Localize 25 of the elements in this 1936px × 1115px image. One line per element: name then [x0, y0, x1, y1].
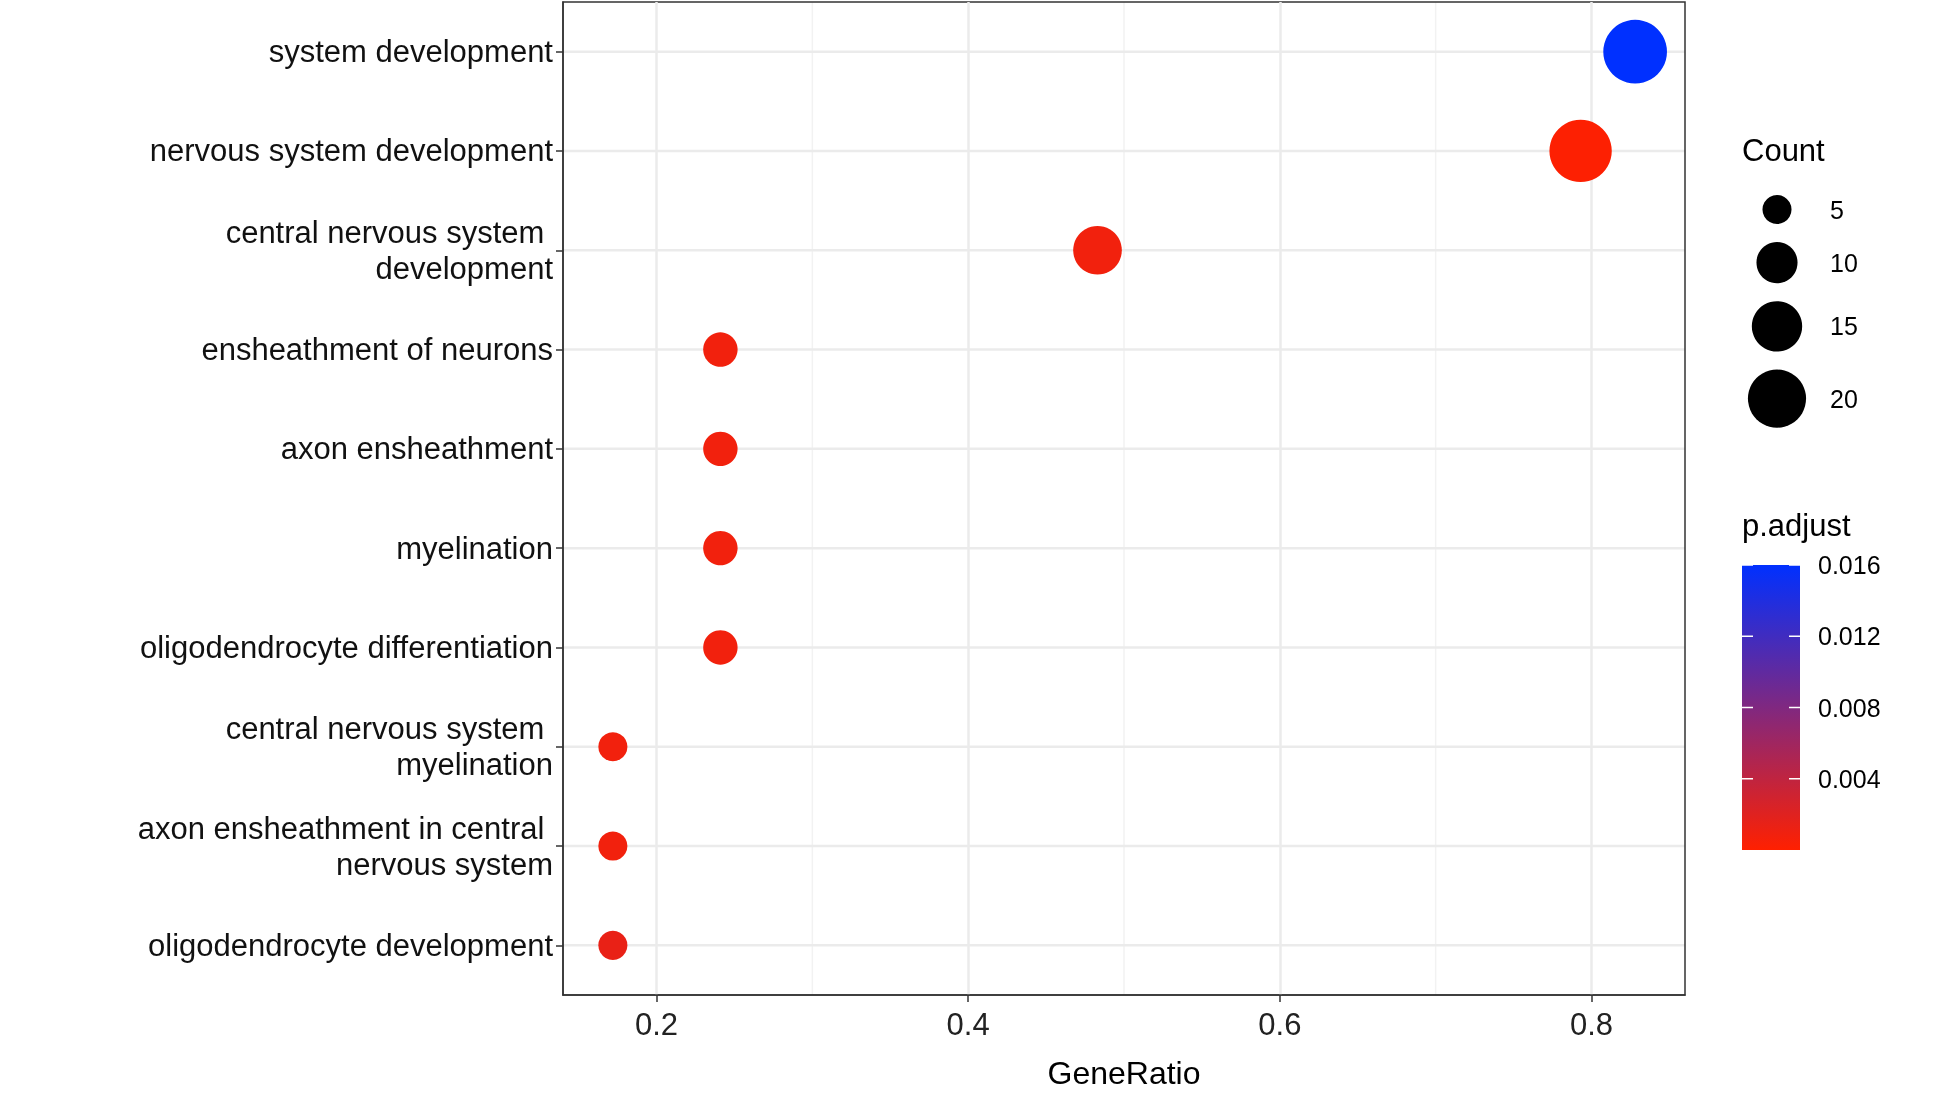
color-bar-label: 0.012: [1818, 622, 1881, 651]
y-tick-label: central nervous system development: [225, 214, 554, 286]
y-tick-label: axon ensheathment in central nervous system: [137, 810, 553, 882]
legend-label: 15: [1830, 312, 1858, 341]
color-bar-label: 0.008: [1818, 693, 1881, 722]
y-tick-label: nervous system development: [149, 133, 554, 169]
y-tick-label: central nervous system myelination: [225, 711, 553, 783]
y-tick-label: axon ensheathment: [280, 431, 554, 467]
color-bar-label: 0.016: [1818, 551, 1881, 579]
y-tick-label: ensheathment of neurons: [201, 332, 553, 368]
legend-label: 5: [1830, 195, 1844, 224]
legend-label: 20: [1830, 384, 1858, 413]
x-tick-label: 0.8: [1569, 1007, 1614, 1042]
legend-label: 10: [1830, 248, 1858, 277]
y-tick-label: system development: [268, 34, 554, 70]
legend-title: Count: [1742, 133, 1826, 168]
x-axis-title: GeneRatio: [1047, 1055, 1201, 1091]
y-tick-label: oligodendrocyte development: [148, 927, 554, 963]
color-bar-label: 0.004: [1818, 764, 1881, 793]
y-tick-label: myelination: [396, 530, 553, 566]
y-tick-label: oligodendrocyte differentiation: [139, 629, 553, 665]
x-tick-label: 0.6: [1258, 1007, 1302, 1042]
x-tick-label: 0.2: [634, 1007, 679, 1042]
color-bar-title: p.adjust: [1742, 508, 1851, 543]
x-tick-label: 0.4: [946, 1007, 990, 1042]
